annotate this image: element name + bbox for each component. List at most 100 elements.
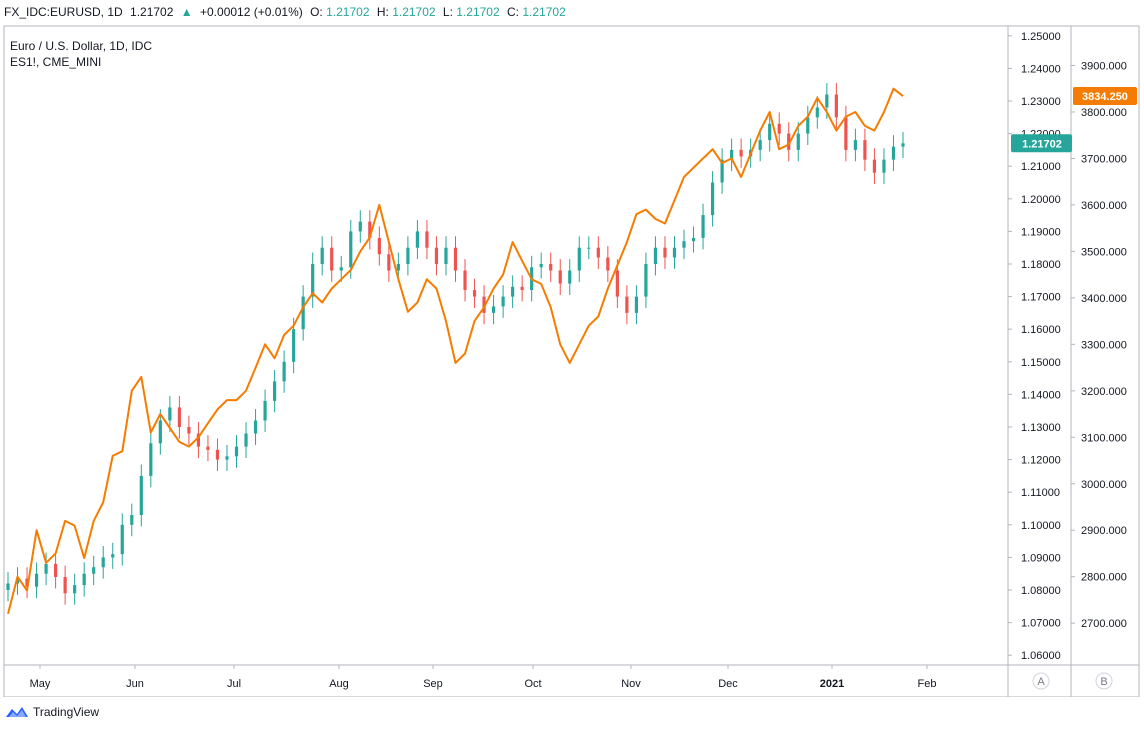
candle-body — [320, 247, 324, 264]
candle-body — [691, 237, 696, 242]
time-tick-label: Jul — [227, 678, 241, 690]
left-tick-label: 1.19000 — [1021, 226, 1061, 238]
candle-body — [158, 420, 162, 444]
left-tick-label: 1.10000 — [1021, 520, 1061, 532]
es1-last-label: 3834.250 — [1082, 91, 1128, 103]
time-tick-label: Jun — [126, 678, 144, 690]
last-price: 1.21702 — [130, 5, 174, 19]
candle-body — [82, 573, 86, 586]
candle-body — [120, 524, 124, 555]
candle-body — [44, 563, 48, 574]
price-change: +0.00012 (+0.01%) — [200, 5, 303, 19]
left-tick-label: 1.12000 — [1021, 455, 1061, 467]
right-tick-label: 3100.000 — [1081, 432, 1127, 444]
candle-body — [292, 329, 296, 362]
symbol-name[interactable]: FX_IDC:EURUSD, 1D — [4, 5, 123, 19]
candle-body — [15, 578, 20, 584]
right-tick-label: 3700.000 — [1081, 153, 1127, 165]
candle-body — [587, 247, 591, 249]
candle-body — [444, 247, 448, 264]
right-tick-label: 3400.000 — [1081, 293, 1127, 305]
candle-body — [882, 159, 886, 173]
left-tick-label: 1.16000 — [1021, 324, 1061, 336]
candle-body — [663, 247, 667, 258]
candle-body — [396, 263, 400, 271]
candle-body — [853, 140, 857, 150]
candle-body — [739, 149, 743, 157]
candle-body — [425, 231, 429, 248]
time-tick-label: 2021 — [820, 678, 844, 690]
candle-body — [520, 286, 524, 291]
up-triangle-icon: ▲ — [180, 5, 193, 19]
candle-body — [339, 267, 343, 271]
left-tick-label: 1.18000 — [1021, 259, 1061, 271]
candle-body — [777, 123, 781, 134]
candle-body — [815, 107, 819, 118]
time-axis: May Jun Jul Aug Sep Oct Nov Dec 2021 Feb A B — [30, 665, 1113, 690]
scale-button-label: A — [1037, 676, 1045, 688]
left-tick-label: 1.08000 — [1021, 585, 1061, 597]
candle-body — [54, 563, 58, 577]
candle-body — [539, 263, 543, 268]
left-tick-label: 1.24000 — [1021, 63, 1061, 75]
last-price-badge — [1011, 134, 1072, 153]
ohlc-low-label: L: — [442, 5, 453, 19]
eurusd-candles — [6, 83, 905, 605]
ohlc-close-label: C: — [507, 5, 520, 19]
time-tick-label: Dec — [718, 678, 738, 690]
symbol-header: FX_IDC:EURUSD, 1D 1.21702 ▲ +0.00012 (+0… — [0, 0, 1144, 26]
candle-body — [225, 456, 229, 460]
candle-body — [558, 270, 562, 284]
candle-body — [511, 286, 515, 297]
candle-body — [653, 247, 658, 264]
candle-body — [634, 296, 639, 313]
footer: TradingView — [0, 697, 1144, 730]
candle-body — [196, 433, 201, 447]
candle-body — [891, 146, 896, 160]
time-tick-label: May — [30, 678, 51, 690]
candle-body — [758, 140, 762, 150]
candle-body — [253, 420, 258, 434]
left-tick-label: 1.14000 — [1021, 389, 1061, 401]
candle-body — [34, 573, 39, 587]
left-tick-label: 1.20000 — [1021, 194, 1061, 206]
left-tick-label: 1.11000 — [1021, 487, 1060, 499]
price-chart[interactable]: 1.250001.240001.230001.220001.210001.200… — [0, 0, 1144, 697]
candle-body — [263, 400, 267, 421]
chart-legend: Euro / U.S. Dollar, 1D, IDC ES1!, CME_MI… — [10, 38, 152, 70]
time-tick-label: Nov — [621, 678, 641, 690]
candle-body — [863, 140, 867, 160]
candle-body — [25, 578, 29, 587]
candle-body — [206, 446, 210, 450]
legend-main-series[interactable]: Euro / U.S. Dollar, 1D, IDC — [10, 39, 153, 53]
candle-body — [491, 306, 496, 313]
candle-body — [730, 149, 734, 160]
left-tick-label: 1.09000 — [1021, 552, 1061, 564]
candle-body — [806, 117, 810, 134]
left-tick-label: 1.23000 — [1021, 96, 1061, 108]
right-tick-label: 3300.000 — [1081, 339, 1127, 351]
candle-body — [330, 247, 334, 271]
last-price-label: 1.21702 — [1022, 138, 1062, 150]
candle-body — [482, 296, 486, 313]
candle-body — [139, 475, 143, 516]
candle-body — [215, 449, 220, 460]
candle-body — [234, 446, 239, 457]
candle-body — [101, 557, 105, 568]
tradingview-logo[interactable]: TradingView — [4, 705, 99, 719]
es1-line-series — [7, 87, 904, 615]
candle-body — [710, 182, 715, 216]
time-tick-label: Aug — [329, 678, 349, 690]
candle-body — [787, 133, 791, 150]
left-price-scale: 1.250001.240001.230001.220001.210001.200… — [1008, 31, 1061, 662]
candle-body — [796, 133, 800, 150]
candle-body — [415, 231, 420, 248]
candle-body — [625, 296, 629, 313]
candle-body — [92, 567, 96, 574]
candle-body — [282, 361, 286, 382]
candle-body — [349, 231, 353, 268]
legend-compare-series[interactable]: ES1!, CME_MINI — [10, 55, 102, 69]
candle-body — [844, 117, 848, 150]
left-tick-label: 1.13000 — [1021, 422, 1061, 434]
right-tick-label: 3600.000 — [1081, 200, 1127, 212]
